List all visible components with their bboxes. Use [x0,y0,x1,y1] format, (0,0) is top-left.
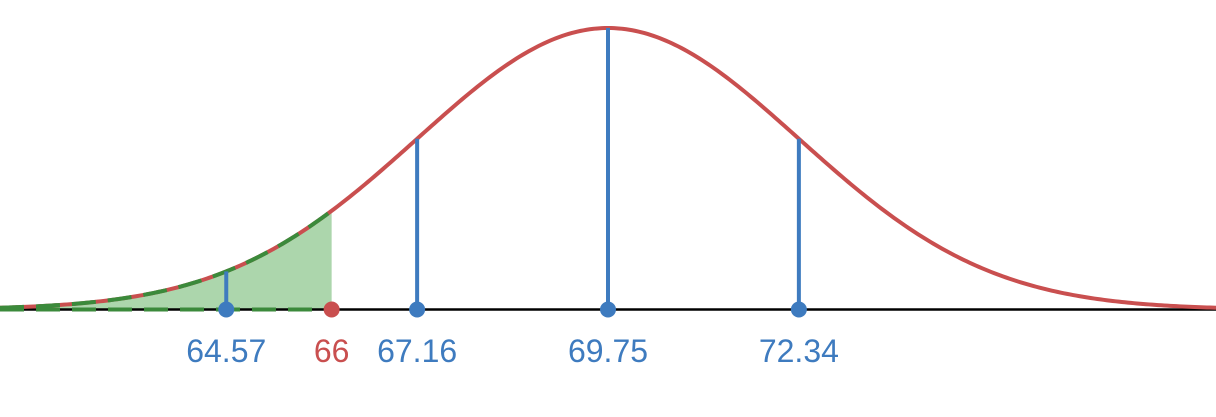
tick-label-69.75: 69.75 [568,333,648,369]
marker-point-69.75 [600,301,616,318]
highlight-label: 66 [314,333,350,369]
shaded-area-edge [0,209,333,312]
highlight-point [323,301,340,318]
tick-labels: 64.57 67.16 69.75 72.34 66 [186,333,839,369]
tick-label-67.16: 67.16 [377,333,457,369]
marker-point-72.34 [790,301,807,318]
marker-point-64.57 [218,301,235,318]
marker-points [218,301,807,318]
marker-lines [224,28,801,310]
tick-label-64.57: 64.57 [186,333,266,369]
tick-label-72.34: 72.34 [759,333,839,369]
shaded-area [0,210,332,310]
marker-point-67.16 [409,301,426,318]
